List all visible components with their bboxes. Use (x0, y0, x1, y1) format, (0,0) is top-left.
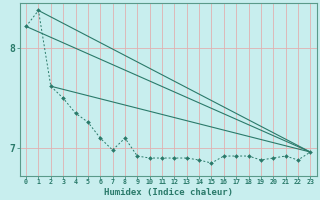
X-axis label: Humidex (Indice chaleur): Humidex (Indice chaleur) (104, 188, 233, 197)
